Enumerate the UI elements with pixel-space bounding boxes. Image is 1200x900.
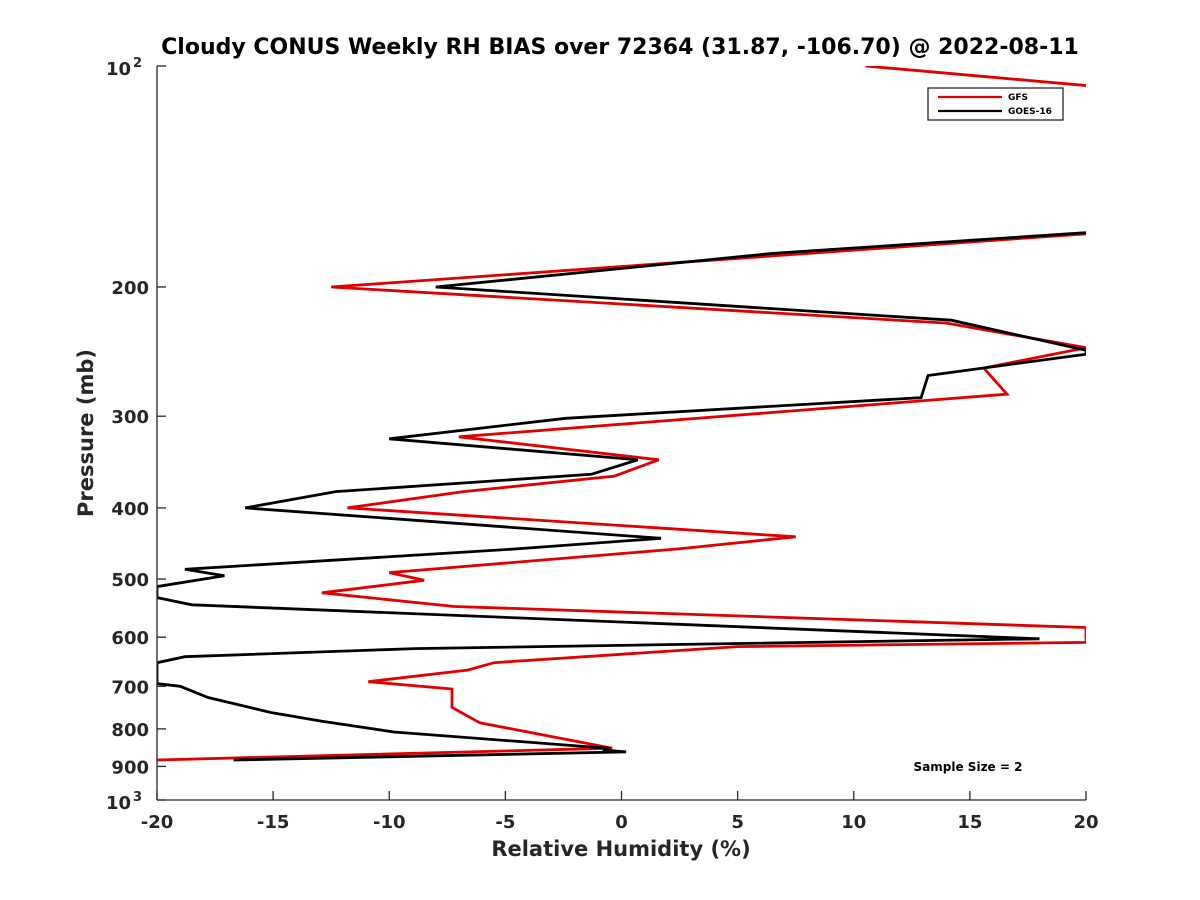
x-tick-label: 10 (841, 812, 866, 833)
series-layer (157, 66, 1086, 762)
y-tick-label: 600 (111, 628, 149, 649)
series-line-gfs (157, 66, 1086, 762)
y-tick-label: 200 (111, 278, 149, 299)
legend: GFS GOES-16 (927, 87, 1064, 121)
x-tick-label: 5 (731, 812, 744, 833)
x-tick-label: -10 (373, 812, 406, 833)
y-tick-exponent: 2 (133, 56, 142, 71)
legend-label-gfs: GFS (1008, 93, 1028, 103)
legend-box (927, 87, 1064, 121)
y-tick-label: 400 (111, 499, 149, 520)
y-tick-label: 10 (106, 793, 131, 814)
y-axis-label: Pressure (mb) (74, 349, 98, 517)
x-tick-label: 15 (957, 812, 982, 833)
sample-size-annotation: Sample Size = 2 (914, 760, 1023, 774)
y-tick-label: 500 (111, 570, 149, 591)
x-axis-label: Relative Humidity (%) (491, 837, 750, 861)
y-tick-label: 300 (111, 407, 149, 428)
x-tick-label: -5 (495, 812, 515, 833)
x-tick-label: 20 (1073, 812, 1098, 833)
y-tick-exponent: 3 (133, 790, 142, 805)
chart-title: Cloudy CONUS Weekly RH BIAS over 72364 (… (161, 35, 1079, 60)
plot-area-frame (157, 66, 1086, 800)
x-axis-ticks: -20 -15 -10 -5 0 5 10 15 20 (141, 791, 1099, 833)
x-tick-label: -15 (257, 812, 290, 833)
y-tick-label: 10 (106, 59, 131, 80)
series-line-goes16 (157, 231, 1086, 762)
legend-label-goes16: GOES-16 (1008, 107, 1052, 117)
x-tick-label: -20 (141, 812, 174, 833)
y-tick-label: 800 (111, 720, 149, 741)
y-tick-label: 700 (111, 677, 149, 698)
x-tick-label: 0 (615, 812, 628, 833)
y-tick-label: 900 (111, 757, 149, 778)
